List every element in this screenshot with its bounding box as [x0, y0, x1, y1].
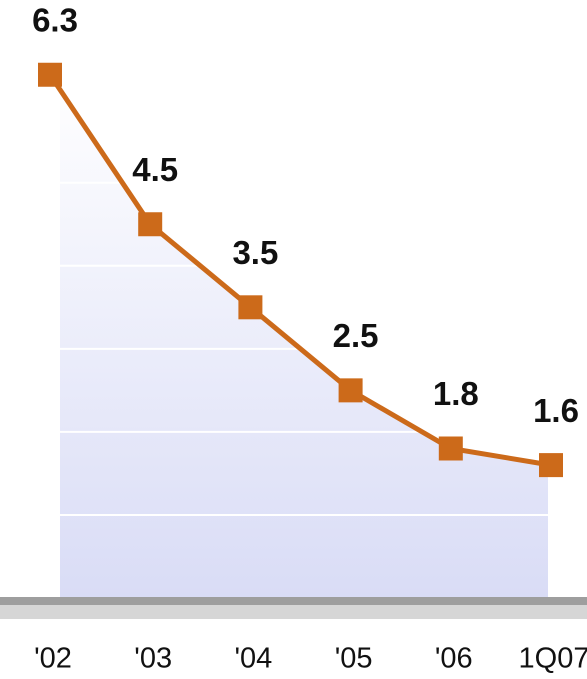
value-label: 1.8: [433, 375, 479, 412]
value-label: 3.5: [232, 234, 278, 271]
x-tick-label: '05: [335, 643, 373, 675]
x-tick-label: '06: [435, 643, 473, 675]
x-tick-label: '02: [34, 643, 72, 675]
marker: [438, 436, 463, 461]
axis-band-light: [0, 605, 587, 619]
x-tick-label: '03: [134, 643, 172, 675]
marker: [138, 212, 163, 237]
value-label: 4.5: [132, 151, 178, 188]
line: [47, 73, 552, 468]
axis-band: [0, 597, 587, 605]
marker: [238, 295, 263, 320]
marker: [539, 453, 563, 478]
marker: [338, 378, 363, 403]
value-label: 6.3: [32, 1, 78, 38]
area: [60, 89, 548, 598]
x-tick-label: '04: [235, 643, 273, 675]
value-label: 2.5: [333, 317, 379, 354]
marker: [38, 62, 62, 87]
value-label: 1.6: [533, 392, 579, 429]
x-tick-label: 1Q07: [519, 643, 587, 675]
